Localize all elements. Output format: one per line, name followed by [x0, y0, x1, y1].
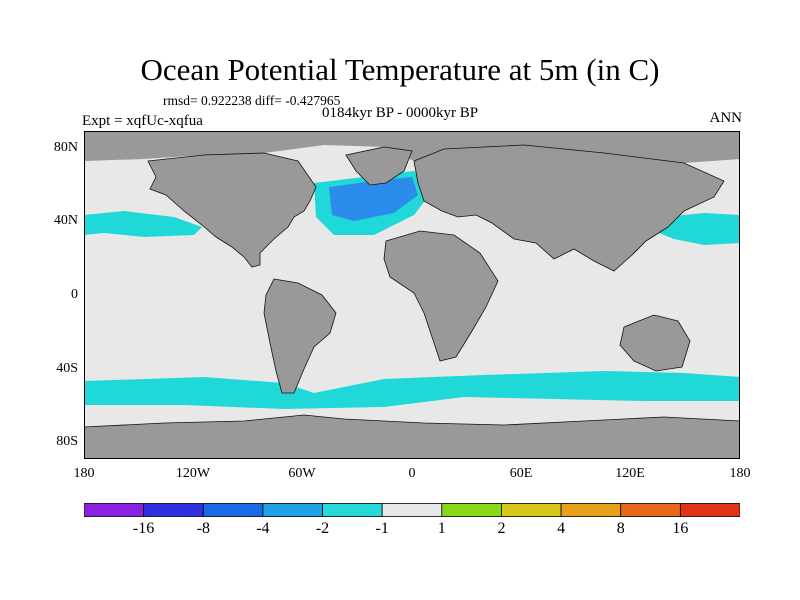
colorbar-label-5: 1: [437, 520, 446, 537]
colorbar-swatch-0: [84, 503, 145, 517]
colorbar-label-2: -4: [256, 520, 270, 537]
anomaly-north-atlantic-core: [329, 177, 418, 221]
colorbar-swatch-5: [381, 503, 443, 517]
arctic-cap: [84, 131, 740, 163]
lon-label-60e: 60E: [509, 466, 533, 481]
anomaly-southern-ocean: [84, 371, 740, 409]
lon-label-0: 0: [408, 466, 416, 481]
south-america: [263, 278, 337, 394]
colorbar-swatch-10: [679, 503, 740, 517]
colorbar: [84, 503, 740, 517]
colorbar-label-8: 8: [616, 520, 625, 537]
colorbar-swatch-9: [620, 503, 681, 517]
season-label: ANN: [709, 110, 743, 126]
lon-label-120w: 120W: [175, 466, 211, 481]
map-border: [84, 131, 740, 459]
colorbar-label-7: 4: [557, 520, 566, 537]
colorbar-label-6: 2: [497, 520, 506, 537]
lon-label-180w: 180: [73, 466, 95, 481]
lon-label-60w: 60W: [288, 466, 316, 481]
land: [84, 131, 740, 459]
colorbar-label-9: 16: [672, 520, 689, 537]
lat-label-80s: 80S: [56, 434, 78, 449]
colorbar-swatch-6: [441, 503, 502, 517]
colorbar-swatch-8: [560, 503, 622, 517]
map-title: Ocean Potential Temperature at 5m (in C): [140, 52, 660, 87]
africa: [383, 230, 499, 362]
colorbar-label-0: -16: [132, 520, 155, 537]
colorbar-swatch-3: [262, 503, 323, 517]
lat-label-0: 0: [71, 287, 78, 302]
anomaly-bands: [84, 171, 740, 409]
lon-label-180e: 180: [729, 466, 751, 481]
colorbar-swatch-2: [202, 503, 264, 517]
lat-label-40s: 40S: [56, 361, 78, 376]
stats-line: rmsd= 0.922238 diff= -0.427965: [163, 93, 341, 108]
colorbar-swatch-4: [322, 503, 383, 517]
colorbar-label-1: -8: [196, 520, 210, 537]
colorbar-swatch-1: [143, 503, 204, 517]
lat-label-80n: 80N: [53, 140, 78, 155]
world-map: [84, 131, 740, 459]
greenland: [345, 146, 413, 186]
experiment-label: Expt = xqfUc-xqfua: [82, 113, 203, 129]
anomaly-north-pacific-east: [654, 213, 740, 245]
north-america: [147, 152, 317, 268]
australia: [619, 314, 691, 372]
colorbar-label-3: -2: [315, 520, 330, 537]
lat-label-40n: 40N: [53, 213, 78, 228]
colorbar-label-4: -1: [375, 520, 389, 537]
period-label: 0184kyr BP - 0000kyr BP: [322, 105, 479, 121]
antarctica: [84, 414, 740, 459]
eurasia: [413, 144, 725, 272]
anomaly-north-pacific-west: [84, 211, 202, 237]
lon-label-120e: 120E: [615, 466, 645, 481]
colorbar-swatch-7: [501, 503, 562, 517]
